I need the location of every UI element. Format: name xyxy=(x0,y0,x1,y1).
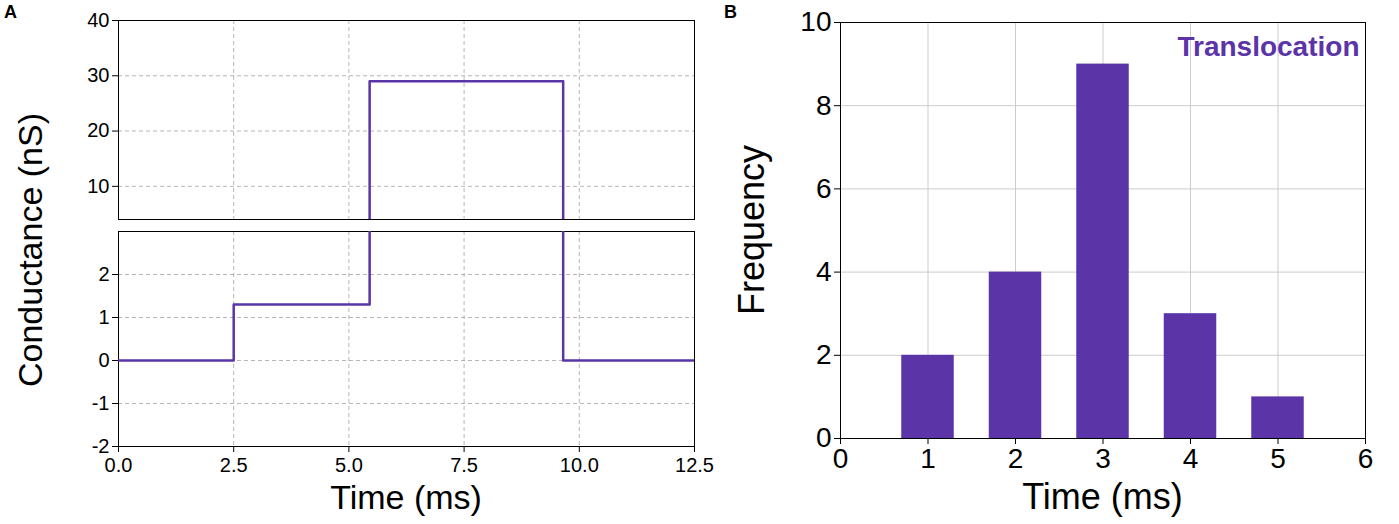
svg-text:6: 6 xyxy=(816,173,832,204)
svg-text:2: 2 xyxy=(816,339,832,370)
svg-text:12.5: 12.5 xyxy=(675,454,714,476)
html-text:Time (ms): Time (ms) xyxy=(330,478,482,516)
svg-text:3: 3 xyxy=(1095,443,1111,474)
svg-text:-2: -2 xyxy=(91,434,110,457)
svg-text:Translocation: Translocation xyxy=(1177,31,1359,62)
html-text:B: B xyxy=(724,2,737,22)
svg-text:10.0: 10.0 xyxy=(560,454,599,476)
svg-text:0.0: 0.0 xyxy=(105,454,133,476)
svg-text:0: 0 xyxy=(833,443,849,474)
svg-text:4: 4 xyxy=(816,256,832,287)
svg-text:6: 6 xyxy=(1358,443,1374,474)
svg-text:1: 1 xyxy=(98,306,109,328)
svg-text:4: 4 xyxy=(1183,443,1199,474)
svg-text:10: 10 xyxy=(87,175,109,197)
svg-text:30: 30 xyxy=(87,64,109,86)
svg-text:7.5: 7.5 xyxy=(450,454,478,476)
svg-text:20: 20 xyxy=(87,119,109,141)
svg-text:10: 10 xyxy=(800,6,831,37)
svg-text:5.0: 5.0 xyxy=(335,454,363,476)
html-text:A: A xyxy=(4,2,17,22)
html-text:Conductance (nS): Conductance (nS) xyxy=(10,113,49,387)
svg-text:5: 5 xyxy=(1270,443,1286,474)
svg-text:1: 1 xyxy=(920,443,936,474)
svg-text:8: 8 xyxy=(816,90,832,121)
svg-text:2: 2 xyxy=(98,263,109,285)
svg-text:-1: -1 xyxy=(92,392,110,414)
svg-text:0: 0 xyxy=(98,349,109,371)
svg-text:2.5: 2.5 xyxy=(220,454,248,476)
svg-text:40: 40 xyxy=(87,9,109,31)
svg-text:2: 2 xyxy=(1008,443,1024,474)
svg-text:0: 0 xyxy=(816,422,832,453)
html-text:Time (ms): Time (ms) xyxy=(1022,476,1183,517)
html-text:Frequency: Frequency xyxy=(731,145,772,315)
